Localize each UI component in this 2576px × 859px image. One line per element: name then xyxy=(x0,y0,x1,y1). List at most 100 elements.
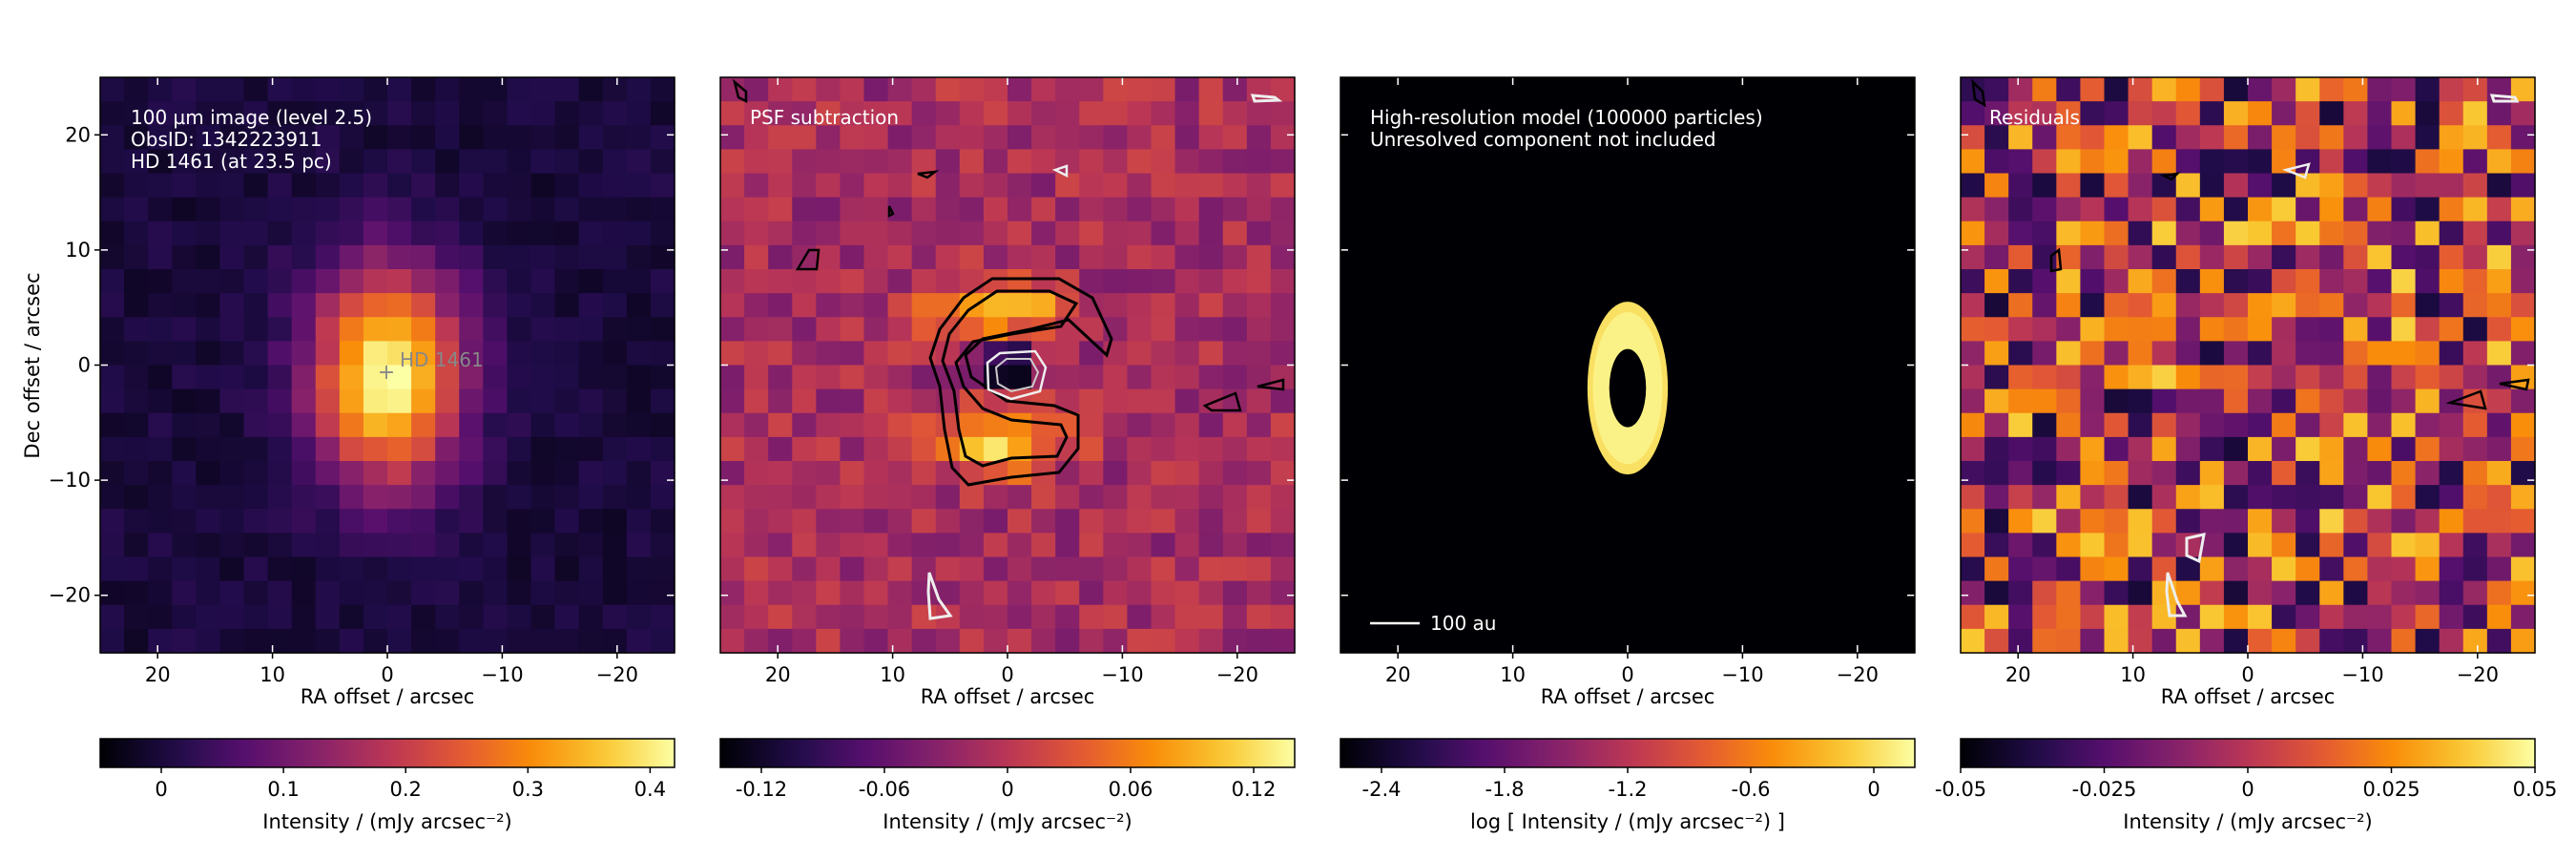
pixel xyxy=(148,365,173,390)
pixel xyxy=(2510,269,2536,294)
res-contour-6 xyxy=(2281,162,2311,179)
pixel xyxy=(124,77,149,102)
pixel xyxy=(626,269,652,294)
pixel xyxy=(1031,101,1056,126)
pixel xyxy=(2151,556,2177,582)
pixel xyxy=(2008,533,2033,558)
pixel xyxy=(2032,149,2057,175)
pixel xyxy=(911,125,937,150)
pixel xyxy=(100,604,125,630)
pixel xyxy=(554,125,580,150)
pixel xyxy=(1103,604,1129,630)
pixel xyxy=(2319,173,2344,199)
pixel xyxy=(483,533,509,558)
pixel xyxy=(2319,461,2344,486)
pixel xyxy=(2104,388,2129,414)
pixel xyxy=(363,485,388,510)
pixel xyxy=(2175,220,2201,246)
pixel xyxy=(2486,220,2512,246)
pixel xyxy=(650,533,675,558)
pixel xyxy=(219,628,245,654)
pixel xyxy=(1079,509,1104,534)
pixel xyxy=(411,244,436,270)
pixel xyxy=(744,533,769,558)
pixel xyxy=(1222,125,1248,150)
pixel xyxy=(315,509,341,534)
pixel xyxy=(2367,149,2393,175)
pixel xyxy=(2319,412,2344,438)
pixel xyxy=(2199,628,2225,654)
pixel xyxy=(2415,125,2441,150)
pixel xyxy=(243,317,269,342)
pixel xyxy=(2439,412,2464,438)
pixel xyxy=(243,197,269,222)
pixel xyxy=(887,485,913,510)
pixel xyxy=(459,580,484,606)
pixel xyxy=(2199,436,2225,462)
pixel xyxy=(2223,436,2249,462)
pixel xyxy=(530,485,556,510)
pixel xyxy=(959,388,985,414)
pixel xyxy=(2080,436,2106,462)
pixel xyxy=(578,341,604,367)
pixel xyxy=(172,293,197,318)
pixel xyxy=(744,269,769,294)
pixel xyxy=(744,293,769,318)
pixel xyxy=(2104,317,2129,342)
pixel xyxy=(2296,412,2320,438)
pixel xyxy=(100,341,125,367)
pixel xyxy=(1008,197,1032,222)
pixel xyxy=(2128,388,2153,414)
pixel xyxy=(720,173,745,199)
pixel xyxy=(507,341,532,367)
pixel xyxy=(196,317,221,342)
pixel xyxy=(1984,77,2009,102)
pixel xyxy=(2032,365,2057,390)
pixel xyxy=(911,436,937,462)
contour-neg-3 xyxy=(1051,164,1069,178)
pixel xyxy=(124,197,149,222)
x-tick-label: 0 xyxy=(381,663,393,686)
pixel xyxy=(2391,149,2417,175)
pixel xyxy=(219,101,245,126)
pixel xyxy=(219,125,245,150)
pixel xyxy=(2032,461,2057,486)
pixel xyxy=(578,220,604,246)
pixel xyxy=(626,412,652,438)
pixel xyxy=(387,580,412,606)
pixel xyxy=(243,173,269,199)
pixel xyxy=(148,220,173,246)
pixel xyxy=(2056,485,2082,510)
pixel xyxy=(2272,485,2296,510)
pixel xyxy=(483,269,509,294)
pixel xyxy=(1174,509,1200,534)
pixel xyxy=(1174,556,1200,582)
pixel xyxy=(2510,604,2536,630)
pixel xyxy=(2415,436,2441,462)
pixel xyxy=(1127,173,1153,199)
pixel xyxy=(626,533,652,558)
pixel xyxy=(363,293,388,318)
pixel xyxy=(720,388,745,414)
pixel xyxy=(411,341,436,367)
pixel xyxy=(291,509,317,534)
pixel xyxy=(2272,365,2296,390)
pixel xyxy=(2223,269,2249,294)
pixel xyxy=(1961,388,1985,414)
pixel xyxy=(816,436,841,462)
pixel xyxy=(792,388,817,414)
pixel xyxy=(387,244,412,270)
pixel xyxy=(840,628,865,654)
pixel xyxy=(291,604,317,630)
pixel xyxy=(2462,628,2488,654)
pixel xyxy=(650,388,675,414)
pixel xyxy=(1961,365,1985,390)
pixel xyxy=(1008,173,1032,199)
pixel xyxy=(2128,317,2153,342)
pixel xyxy=(959,220,985,246)
pixel xyxy=(744,220,769,246)
pixel xyxy=(1174,412,1200,438)
pixel xyxy=(1222,77,1248,102)
pixel xyxy=(626,388,652,414)
pixel xyxy=(1984,317,2009,342)
